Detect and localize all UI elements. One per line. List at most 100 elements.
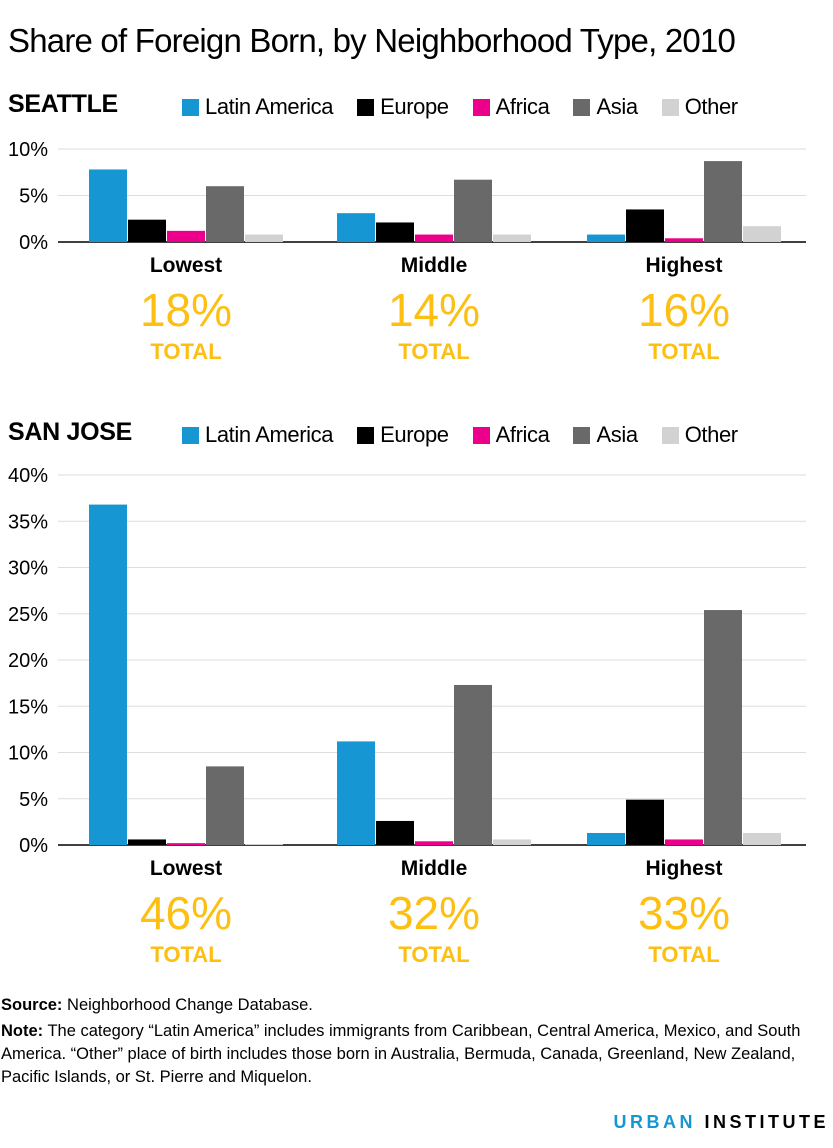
legend-label: Africa <box>495 94 550 119</box>
legend-item: Africa <box>472 422 550 448</box>
y-tick-label: 15% <box>8 696 48 718</box>
bar-latin-america-middle <box>337 213 375 242</box>
san-jose-bar-chart: 0% 5% 10% 15% 20% 25% 30% 35% 40% Lowest 46% TOTAL M… <box>8 465 806 967</box>
legend-label: Other <box>684 422 738 447</box>
category-label: Highest <box>645 857 722 880</box>
panel-title: SEATTLE <box>8 90 118 118</box>
legend-label: Asia <box>596 422 638 447</box>
total-label: TOTAL <box>398 339 469 364</box>
legend-item: Latin America <box>182 94 333 120</box>
total-percent: 33% <box>638 887 730 939</box>
y-tick-label: 20% <box>8 650 48 672</box>
bar-latin-america-highest <box>587 832 625 845</box>
legend-item: Africa <box>472 94 550 120</box>
y-tick-label: 0% <box>19 835 48 857</box>
legend-swatch <box>182 426 199 444</box>
bar-europe-lowest <box>128 839 166 845</box>
total-percent: 18% <box>140 284 232 336</box>
panel-title: SAN JOSE <box>8 418 133 446</box>
y-tick-label: 35% <box>8 511 48 533</box>
legend-swatch <box>661 98 679 116</box>
y-tick-label: 10% <box>8 139 48 161</box>
bar-europe-highest <box>626 799 664 845</box>
source-text: Neighborhood Change Database. <box>67 996 313 1014</box>
bar-africa-middle <box>415 234 453 242</box>
total-percent: 14% <box>388 284 480 336</box>
bar-latin-america-highest <box>587 234 625 242</box>
legend-item: Asia <box>573 94 638 120</box>
bar-africa-middle <box>415 841 453 845</box>
legend-item: Latin America <box>182 422 333 448</box>
y-tick-label: 25% <box>8 604 48 626</box>
category-label: Middle <box>401 254 468 277</box>
total-percent: 16% <box>638 284 730 336</box>
legend-label: Asia <box>596 94 638 119</box>
y-tick-label: 0% <box>19 232 48 254</box>
legend-swatch <box>472 98 490 116</box>
bar-other-highest <box>743 832 781 845</box>
total-label: TOTAL <box>150 942 221 967</box>
category-label: Middle <box>401 857 468 880</box>
legend-label: Europe <box>380 94 449 119</box>
total-percent: 32% <box>388 887 480 939</box>
note-label: Note: <box>1 1022 44 1040</box>
total-label: TOTAL <box>648 942 719 967</box>
total-percent: 46% <box>140 887 232 939</box>
urban-institute-logo: URBAN INSTITUTE <box>613 1112 829 1133</box>
bar-other-lowest <box>245 844 283 845</box>
bar-latin-america-lowest <box>89 504 127 845</box>
legend-label: Europe <box>380 422 449 447</box>
bar-africa-lowest <box>167 843 205 845</box>
legend-swatch <box>661 426 679 444</box>
bar-asia-highest <box>704 610 742 845</box>
legend-swatch <box>573 426 591 444</box>
legend-item: Asia <box>573 422 638 448</box>
bar-other-lowest <box>245 234 283 242</box>
bar-asia-middle <box>454 684 492 845</box>
bar-europe-middle <box>376 222 414 242</box>
bar-europe-middle <box>376 820 414 845</box>
bar-latin-america-lowest <box>89 169 127 242</box>
total-label: TOTAL <box>398 942 469 967</box>
logo-word-urban: URBAN <box>613 1112 696 1132</box>
source-label: Source: <box>1 996 63 1014</box>
y-tick-label: 5% <box>19 789 48 811</box>
bar-asia-lowest <box>206 186 244 242</box>
legend-swatch <box>357 426 375 444</box>
bar-africa-highest <box>665 839 703 845</box>
legend-label: Latin America <box>205 422 334 447</box>
legend: Latin America Europe Africa Asia Other <box>182 90 738 124</box>
legend-label: Africa <box>495 422 550 447</box>
legend-label: Latin America <box>205 94 334 119</box>
bar-other-middle <box>493 234 531 242</box>
bar-europe-highest <box>626 209 664 242</box>
category-label: Lowest <box>150 857 222 880</box>
legend-item: Europe <box>357 94 449 120</box>
y-tick-label: 30% <box>8 558 48 580</box>
bar-africa-lowest <box>167 230 205 242</box>
logo-word-institute: INSTITUTE <box>704 1112 829 1132</box>
bar-asia-highest <box>704 161 742 242</box>
legend-swatch <box>182 98 199 116</box>
bar-africa-highest <box>665 238 703 242</box>
bar-other-middle <box>493 839 531 845</box>
legend: Latin America Europe Africa Asia Other <box>182 418 738 452</box>
bar-europe-lowest <box>128 219 166 242</box>
legend-swatch <box>357 98 375 116</box>
footnote: Note: The category “Latin America” inclu… <box>1 1020 831 1089</box>
bar-latin-america-middle <box>337 741 375 845</box>
legend-swatch <box>573 98 591 116</box>
chart-title: Share of Foreign Born, by Neighborhood T… <box>8 22 736 59</box>
seattle-bar-chart: 0% 5% 10% Lowest 18% TOTAL Middle 14% TOTAL Highe… <box>8 139 806 364</box>
total-label: TOTAL <box>150 339 221 364</box>
bar-asia-middle <box>454 179 492 242</box>
y-tick-label: 40% <box>8 465 48 487</box>
total-label: TOTAL <box>648 339 719 364</box>
legend-item: Other <box>661 422 738 448</box>
y-tick-label: 5% <box>19 186 48 208</box>
category-label: Lowest <box>150 254 222 277</box>
legend-item: Europe <box>357 422 449 448</box>
legend-label: Other <box>684 94 738 119</box>
source-note: Source: Neighborhood Change Database. <box>1 994 831 1017</box>
bar-asia-lowest <box>206 766 244 845</box>
